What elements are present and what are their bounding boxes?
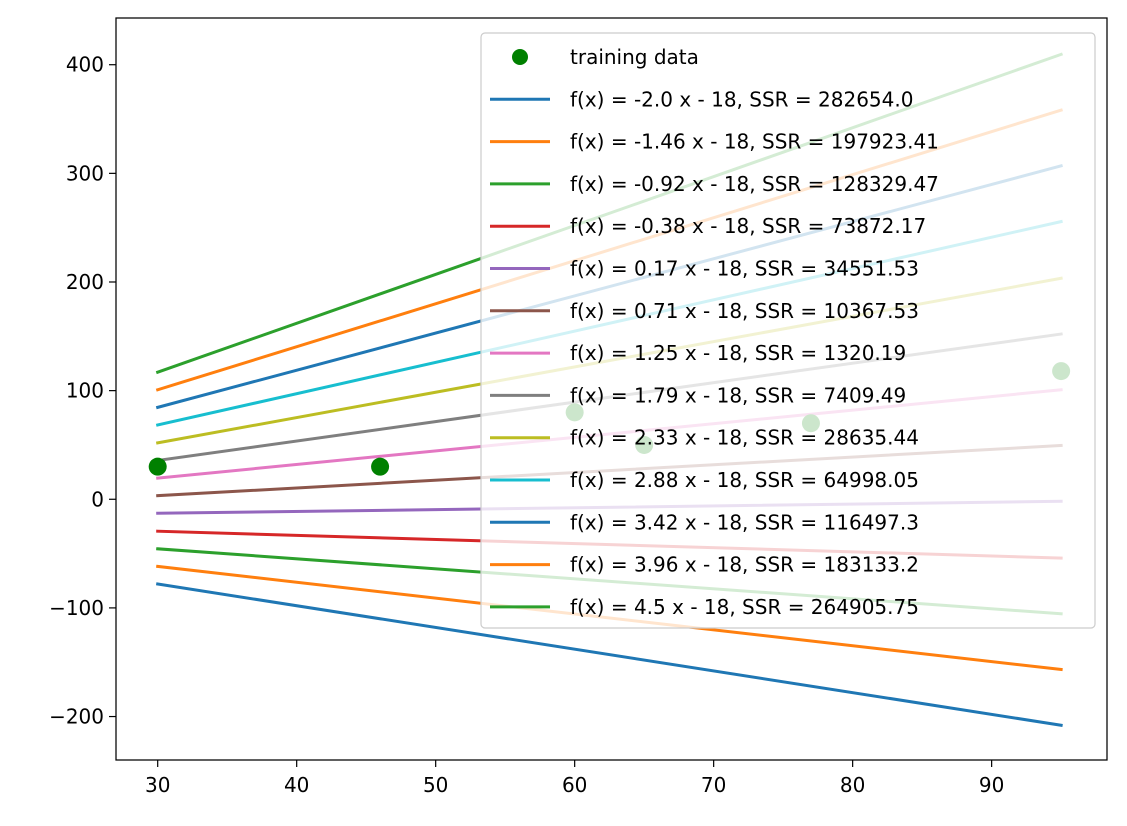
legend-label: f(x) = 3.42 x - 18, SSR = 116497.3 <box>570 510 919 534</box>
plot-frame <box>115 17 1108 761</box>
series-line-1 <box>155 582 1063 727</box>
legend-label: f(x) = -0.92 x - 18, SSR = 128329.47 <box>570 172 939 196</box>
y-tick-label: 100 <box>66 379 104 403</box>
axes: 30 40 50 60 70 80 90 −200 −100 0 100 200 300 400 <box>49 53 1004 797</box>
y-tick-label: −200 <box>49 705 104 729</box>
legend-frame <box>480 32 1096 629</box>
legend-label: f(x) = 0.17 x - 18, SSR = 34551.53 <box>570 257 919 281</box>
y-tick-label: −100 <box>49 596 104 620</box>
x-tick-label: 80 <box>840 773 865 797</box>
legend-label: f(x) = 1.79 x - 18, SSR = 7409.49 <box>570 383 906 407</box>
y-tick-label: 400 <box>66 53 104 77</box>
y-tick-label: 300 <box>66 161 104 185</box>
legend: training data f(x) = -2.0 x - 18, SSR = 2… <box>480 32 1096 629</box>
x-tick-label: 90 <box>979 773 1004 797</box>
legend-label: f(x) = -2.0 x - 18, SSR = 282654.0 <box>570 87 913 111</box>
legend-label: f(x) = 2.88 x - 18, SSR = 64998.05 <box>570 468 919 492</box>
y-tick-label: 200 <box>66 270 104 294</box>
legend-label: training data <box>570 45 699 69</box>
y-tick-label: 0 <box>91 487 104 511</box>
training-point <box>371 457 390 476</box>
x-tick-label: 70 <box>701 773 726 797</box>
x-tick-label: 30 <box>145 773 170 797</box>
x-tick-label: 60 <box>562 773 587 797</box>
x-tick-label: 50 <box>423 773 448 797</box>
legend-label: f(x) = 2.33 x - 18, SSR = 28635.44 <box>570 426 919 450</box>
legend-label: f(x) = -1.46 x - 18, SSR = 197923.41 <box>570 130 939 154</box>
legend-label: f(x) = -0.38 x - 18, SSR = 73872.17 <box>570 214 926 238</box>
legend-label: f(x) = 3.96 x - 18, SSR = 183133.2 <box>570 553 919 577</box>
training-point <box>148 457 167 476</box>
legend-marker <box>512 49 528 65</box>
legend-label: f(x) = 1.25 x - 18, SSR = 1320.19 <box>570 341 906 365</box>
legend-label: f(x) = 0.71 x - 18, SSR = 10367.53 <box>570 299 919 323</box>
x-tick-label: 40 <box>284 773 309 797</box>
legend-label: f(x) = 4.5 x - 18, SSR = 264905.75 <box>570 595 919 619</box>
